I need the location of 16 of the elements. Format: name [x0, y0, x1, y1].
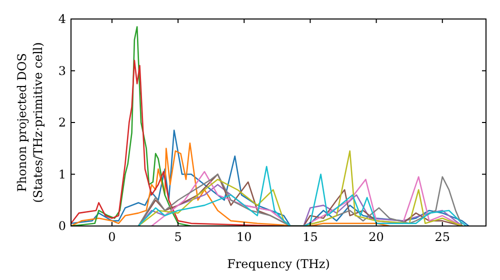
y-tick-label: 1	[58, 167, 66, 182]
x-tick-label: 5	[174, 230, 182, 244]
x-tick-label: 25	[434, 230, 450, 244]
x-tick-label: 15	[302, 230, 318, 244]
y-axis-title: Phonon projected DOS (States/THz·primitive cell)	[15, 42, 45, 203]
x-tick-label: 0	[108, 230, 116, 244]
line-series	[71, 142, 390, 226]
y-tick-label: 4	[58, 12, 66, 26]
y-tick-label: 0	[58, 219, 66, 233]
y-tick-label: 3	[58, 64, 66, 78]
line-series	[138, 150, 463, 226]
line-series	[71, 130, 470, 226]
x-axis-title: Frequency (THz)	[227, 257, 330, 271]
x-tick-label: 10	[236, 230, 252, 244]
x-tick-label: 20	[368, 230, 384, 244]
y-tick-label: 2	[58, 116, 66, 130]
